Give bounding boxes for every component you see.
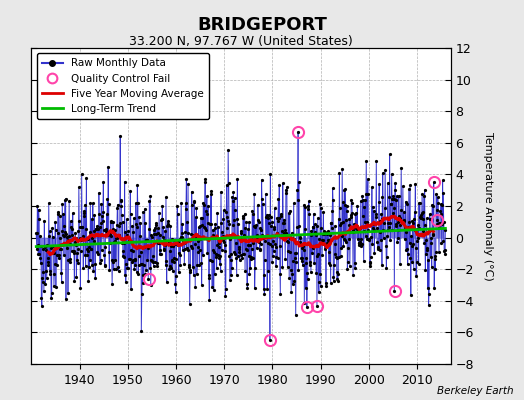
Text: BRIDGEPORT: BRIDGEPORT bbox=[197, 16, 327, 34]
Legend: Raw Monthly Data, Quality Control Fail, Five Year Moving Average, Long-Term Tren: Raw Monthly Data, Quality Control Fail, … bbox=[37, 53, 209, 119]
Y-axis label: Temperature Anomaly (°C): Temperature Anomaly (°C) bbox=[484, 132, 494, 280]
Text: Berkeley Earth: Berkeley Earth bbox=[437, 386, 514, 396]
Title: 33.200 N, 97.767 W (United States): 33.200 N, 97.767 W (United States) bbox=[129, 35, 353, 48]
